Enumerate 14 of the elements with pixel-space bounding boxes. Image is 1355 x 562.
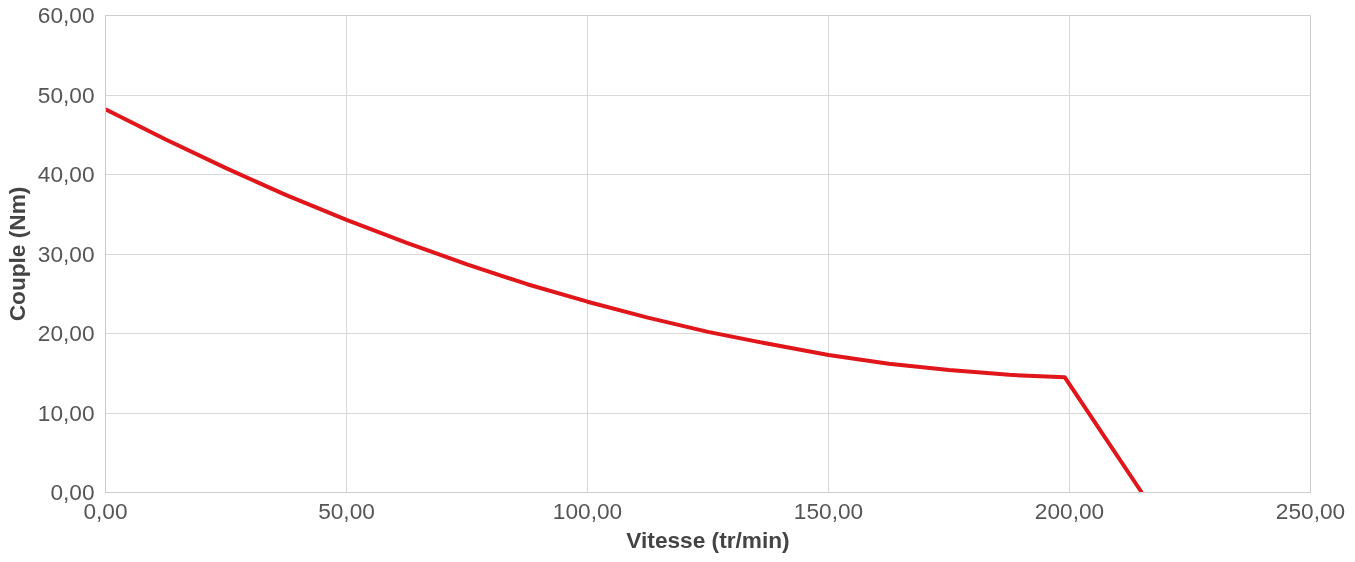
y-tick-label: 50,00 xyxy=(37,81,95,108)
y-tick-label: 40,00 xyxy=(37,161,95,187)
x-tick-label: 100,00 xyxy=(552,497,623,524)
y-tick-label: 30,00 xyxy=(37,240,95,267)
x-tick-label: 50,00 xyxy=(318,497,375,524)
y-tick-label: 10,00 xyxy=(37,399,95,426)
x-tick-label: 200,00 xyxy=(1034,497,1105,524)
line-series xyxy=(105,107,1144,493)
x-axis-title: Vitesse (tr/min) xyxy=(626,526,790,553)
y-tick-label: 20,00 xyxy=(37,320,95,346)
x-tick-label: 150,00 xyxy=(793,497,864,524)
x-tick-label: 250,00 xyxy=(1275,497,1346,524)
y-axis-title: Couple (Nm) xyxy=(3,186,30,322)
y-tick-label: 60,00 xyxy=(37,2,95,28)
